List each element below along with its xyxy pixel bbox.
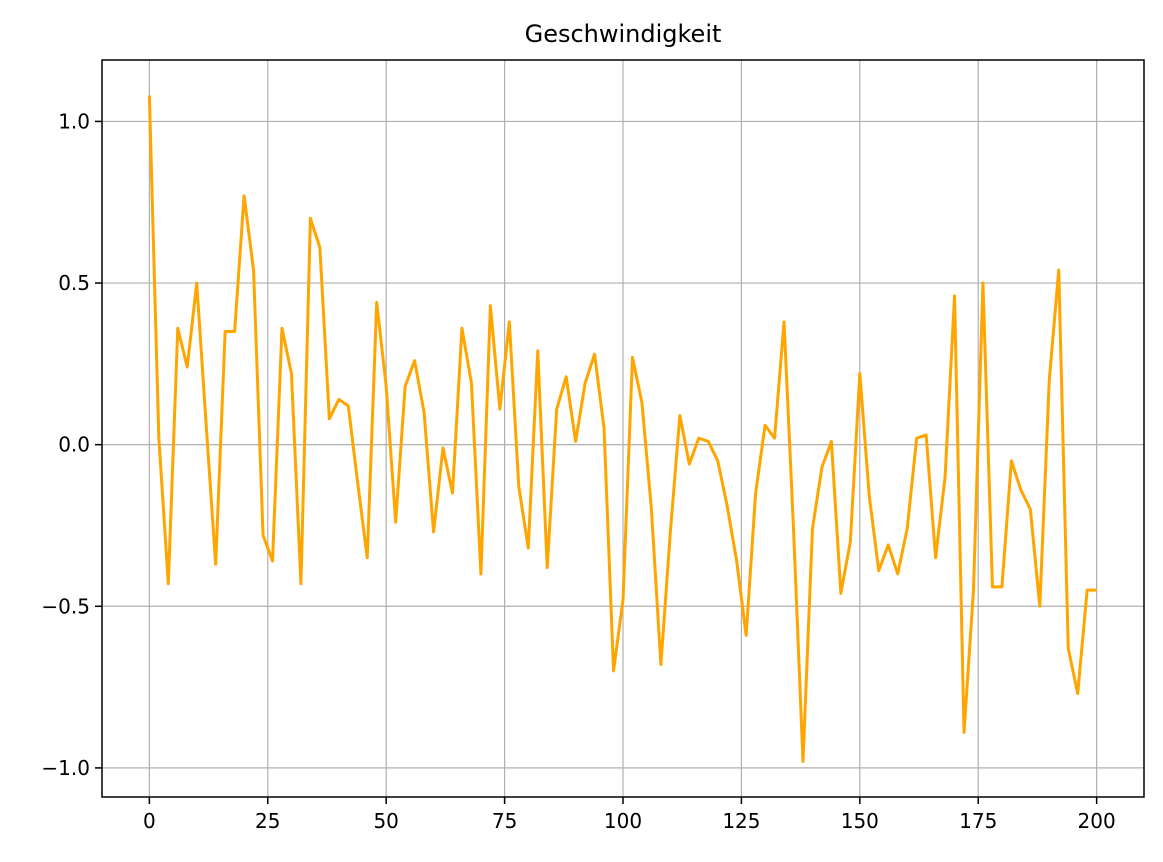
x-tick-label: 200 bbox=[1078, 809, 1116, 833]
series-group bbox=[147, 95, 1097, 763]
y-tick-label: 0.5 bbox=[58, 271, 90, 295]
x-tick-label: 125 bbox=[722, 809, 760, 833]
x-tick-label: 100 bbox=[604, 809, 642, 833]
ticks: 0 25 50 75 100 125 150 175 200 −1.0 −0.5 0.0 0.5 1.0 bbox=[41, 109, 1115, 833]
x-tick-label: 25 bbox=[255, 809, 280, 833]
x-tick-label: 175 bbox=[959, 809, 997, 833]
series-line bbox=[147, 95, 1097, 763]
chart-title: Geschwindigkeit bbox=[525, 20, 722, 48]
y-tick-label: 0.0 bbox=[58, 433, 90, 457]
y-tick-label: 1.0 bbox=[58, 109, 90, 133]
y-tick-label: −1.0 bbox=[41, 756, 90, 780]
x-tick-label: 150 bbox=[841, 809, 879, 833]
x-tick-label: 50 bbox=[373, 809, 398, 833]
x-tick-label: 75 bbox=[492, 809, 517, 833]
y-tick-label: −0.5 bbox=[41, 594, 90, 618]
x-tick-label: 0 bbox=[143, 809, 156, 833]
